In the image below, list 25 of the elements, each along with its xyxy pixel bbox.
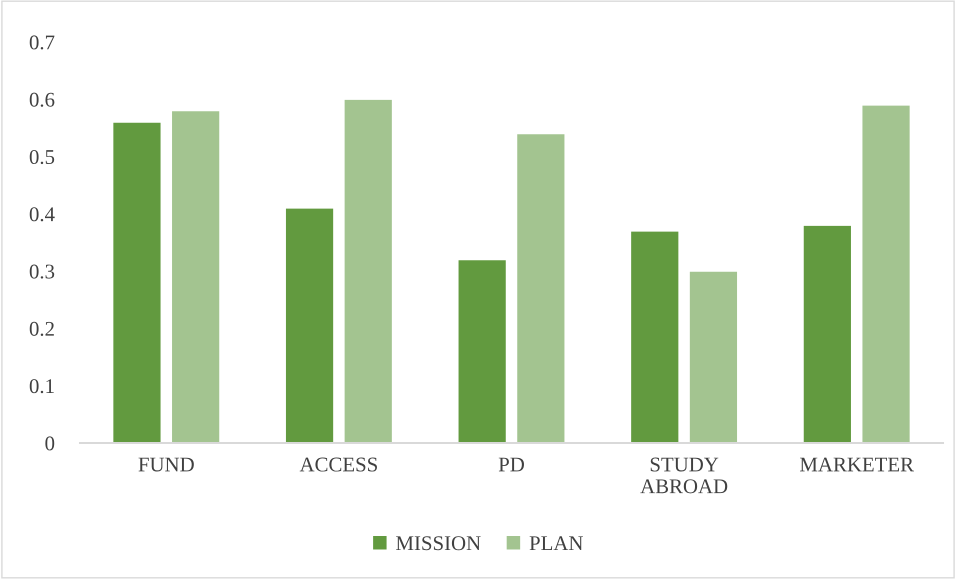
x-tick-label: FUND	[138, 458, 194, 472]
bar	[112, 122, 162, 443]
y-tick-label: 0.2	[30, 322, 54, 336]
bar	[170, 110, 220, 443]
y-tick-label: 0	[45, 436, 54, 450]
y-tick-label: 0.7	[30, 35, 54, 50]
legend-label: MISSION	[396, 536, 481, 550]
bar	[630, 230, 680, 443]
y-tick-label: 0.1	[30, 379, 54, 394]
bar	[344, 98, 393, 443]
bar	[688, 270, 738, 443]
y-tick-label: 0.6	[30, 92, 54, 107]
x-tick-label: PD	[498, 458, 524, 472]
bar	[861, 104, 911, 443]
bar	[802, 224, 852, 443]
y-tick-label: 0.4	[30, 207, 55, 222]
x-tick-label: STUDY ABROAD	[640, 458, 728, 494]
x-tick-label: MARKETER	[800, 458, 914, 472]
x-tick-label: ACCESS	[300, 458, 377, 472]
y-tick-label: 0.3	[30, 264, 54, 279]
bar	[284, 208, 334, 443]
bar	[457, 259, 507, 443]
y-tick-label: 0.5	[30, 150, 54, 164]
legend-label: PLAN	[530, 536, 583, 550]
bar	[516, 133, 566, 443]
